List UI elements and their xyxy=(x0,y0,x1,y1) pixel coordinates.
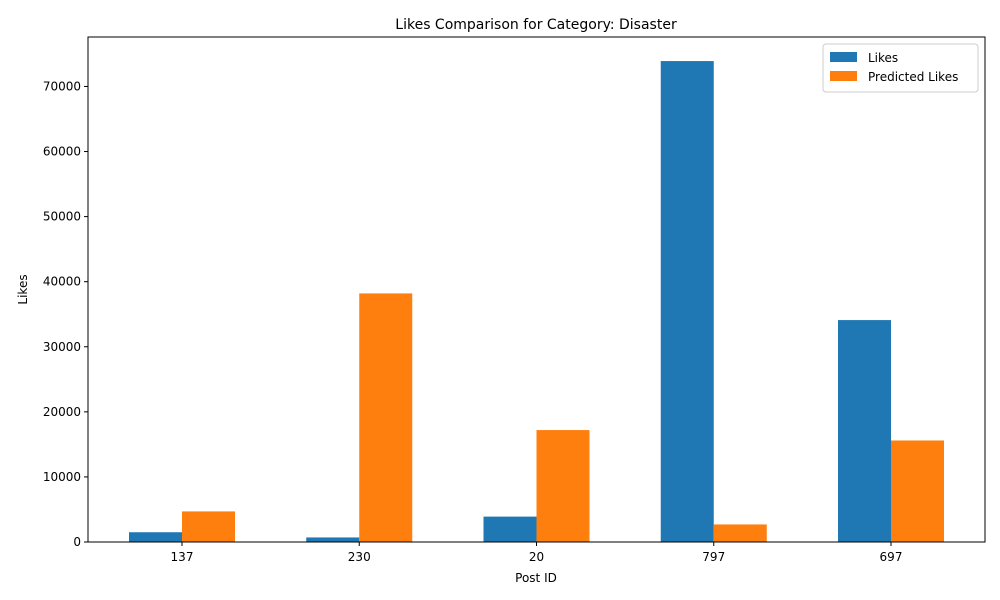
legend-box xyxy=(822,43,979,93)
bar-predicted-likes-20 xyxy=(536,430,590,542)
bar-likes-797 xyxy=(660,61,714,542)
bar-predicted-likes-797 xyxy=(713,524,767,542)
legend-label-likes: Likes xyxy=(868,51,898,65)
x-axis-ticks: 137 230 20 797 697 xyxy=(171,542,903,564)
y-tick-label: 10000 xyxy=(43,470,81,484)
x-tick-label: 137 xyxy=(171,550,194,564)
bar-likes-697 xyxy=(838,320,891,542)
x-tick-label: 230 xyxy=(348,550,371,564)
bar-predicted-likes-137 xyxy=(182,511,235,542)
x-tick-label: 20 xyxy=(529,550,544,564)
bar-likes-137 xyxy=(129,532,182,542)
legend-swatch-predicted-likes xyxy=(830,71,857,81)
bar-predicted-likes-697 xyxy=(891,440,944,542)
bar-likes-230 xyxy=(306,537,360,542)
y-axis-ticks: 0 10000 20000 30000 40000 50000 60000 70000 xyxy=(43,79,88,549)
y-axis-label: Likes xyxy=(16,274,30,304)
y-tick-label: 20000 xyxy=(43,405,81,419)
y-tick-label: 30000 xyxy=(43,340,81,354)
legend: Likes Predicted Likes xyxy=(822,43,979,93)
legend-label-predicted-likes: Predicted Likes xyxy=(868,70,958,84)
y-tick-label: 70000 xyxy=(43,79,81,93)
plot-frame xyxy=(87,36,986,543)
y-tick-label: 40000 xyxy=(43,275,81,289)
x-axis-label: Post ID xyxy=(515,571,557,585)
bar-predicted-likes-230 xyxy=(359,293,413,542)
y-tick-label: 0 xyxy=(73,535,81,549)
bar-likes-20 xyxy=(483,516,537,542)
x-tick-label: 697 xyxy=(880,550,903,564)
legend-swatch-likes xyxy=(830,52,857,62)
y-tick-label: 60000 xyxy=(43,145,81,159)
x-tick-label: 797 xyxy=(702,550,725,564)
chart-title: Likes Comparison for Category: Disaster xyxy=(395,17,677,33)
bars-group xyxy=(129,61,944,542)
y-tick-label: 50000 xyxy=(43,210,81,224)
